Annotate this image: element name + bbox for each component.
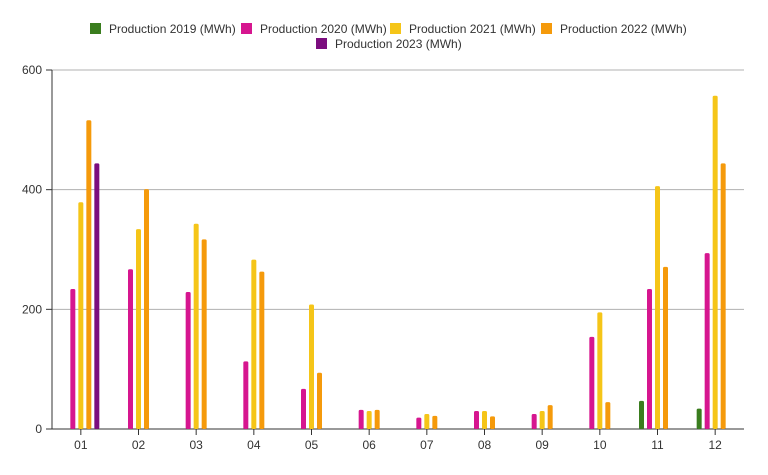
bar-12-series-3 [720,163,726,429]
x-tick-label: 11 [651,438,664,452]
legend-label: Production 2023 (MWh) [335,37,462,51]
x-tick-label: 10 [593,438,607,452]
bar-01-series-3 [86,120,92,429]
legend-label: Production 2020 (MWh) [260,22,387,36]
bar-07-series-1 [416,417,422,429]
bar-08-series-1 [474,411,479,429]
bar-05-series-1 [301,388,306,429]
legend-item: Production 2019 (MWh) [90,22,236,36]
bars [70,95,726,429]
x-tick-label: 07 [420,438,434,452]
x-tick-label: 01 [74,438,88,452]
bar-04-series-3 [259,271,265,429]
x-tick-label: 09 [535,438,549,452]
y-tick-label: 600 [22,63,42,77]
bar-03-series-1 [185,291,191,429]
bar-04-series-1 [243,361,249,429]
bar-08-series-2 [482,411,487,429]
legend-item: Production 2023 (MWh) [316,37,462,51]
bar-11-series-0 [639,400,644,429]
legend-item: Production 2020 (MWh) [241,22,387,36]
x-axis: 01 02 03 04 05 06 07 08 09 10 11 12 [74,429,722,452]
y-tick-label: 0 [35,422,42,436]
bar-10-series-2 [597,312,603,429]
legend: Production 2019 (MWh) Production 2020 (MW… [90,22,687,51]
gridlines [52,69,744,430]
bar-10-series-3 [605,402,611,429]
x-tick-label: 03 [189,438,203,452]
bar-12-series-1 [704,253,710,429]
bar-01-series-2 [78,202,84,429]
bar-07-series-2 [424,414,430,429]
bar-03-series-3 [201,239,207,429]
legend-swatch [390,23,401,34]
bar-12-series-2 [712,95,718,429]
bar-05-series-2 [309,304,314,429]
bar-09-series-1 [531,414,537,429]
bar-11-series-3 [663,266,668,429]
x-tick-label: 02 [132,438,146,452]
bar-11-series-2 [655,186,660,429]
legend-swatch [90,23,101,34]
x-tick-label: 08 [478,438,492,452]
legend-label: Production 2022 (MWh) [560,22,687,36]
x-tick-label: 04 [247,438,261,452]
y-tick-label: 200 [22,302,42,316]
x-tick-label: 06 [362,438,376,452]
bar-02-series-1 [128,269,133,429]
bar-07-series-3 [432,415,438,429]
bar-06-series-1 [358,409,364,429]
bar-09-series-3 [547,405,553,429]
bar-06-series-2 [366,411,372,429]
bar-08-series-3 [490,416,495,429]
legend-item: Production 2022 (MWh) [541,22,687,36]
bar-02-series-2 [136,229,141,429]
bar-09-series-2 [539,411,545,429]
x-tick-label: 05 [305,438,319,452]
bar-04-series-2 [251,259,257,429]
bar-11-series-1 [647,288,652,429]
bar-01-series-4 [94,163,100,429]
legend-swatch [241,23,252,34]
bar-03-series-2 [193,223,199,429]
legend-swatch [541,23,552,34]
legend-label: Production 2019 (MWh) [109,22,236,36]
legend-swatch [316,38,327,49]
legend-label: Production 2021 (MWh) [409,22,536,36]
bar-01-series-1 [70,288,76,429]
bar-10-series-1 [589,336,595,429]
y-tick-label: 400 [22,183,42,197]
bar-06-series-3 [374,409,380,429]
x-tick-label: 12 [708,438,722,452]
bar-05-series-3 [317,372,322,429]
bar-02-series-3 [144,189,149,429]
bar-12-series-0 [696,408,702,429]
y-axis: 0 200 400 600 [22,63,53,436]
legend-item: Production 2021 (MWh) [390,22,536,36]
